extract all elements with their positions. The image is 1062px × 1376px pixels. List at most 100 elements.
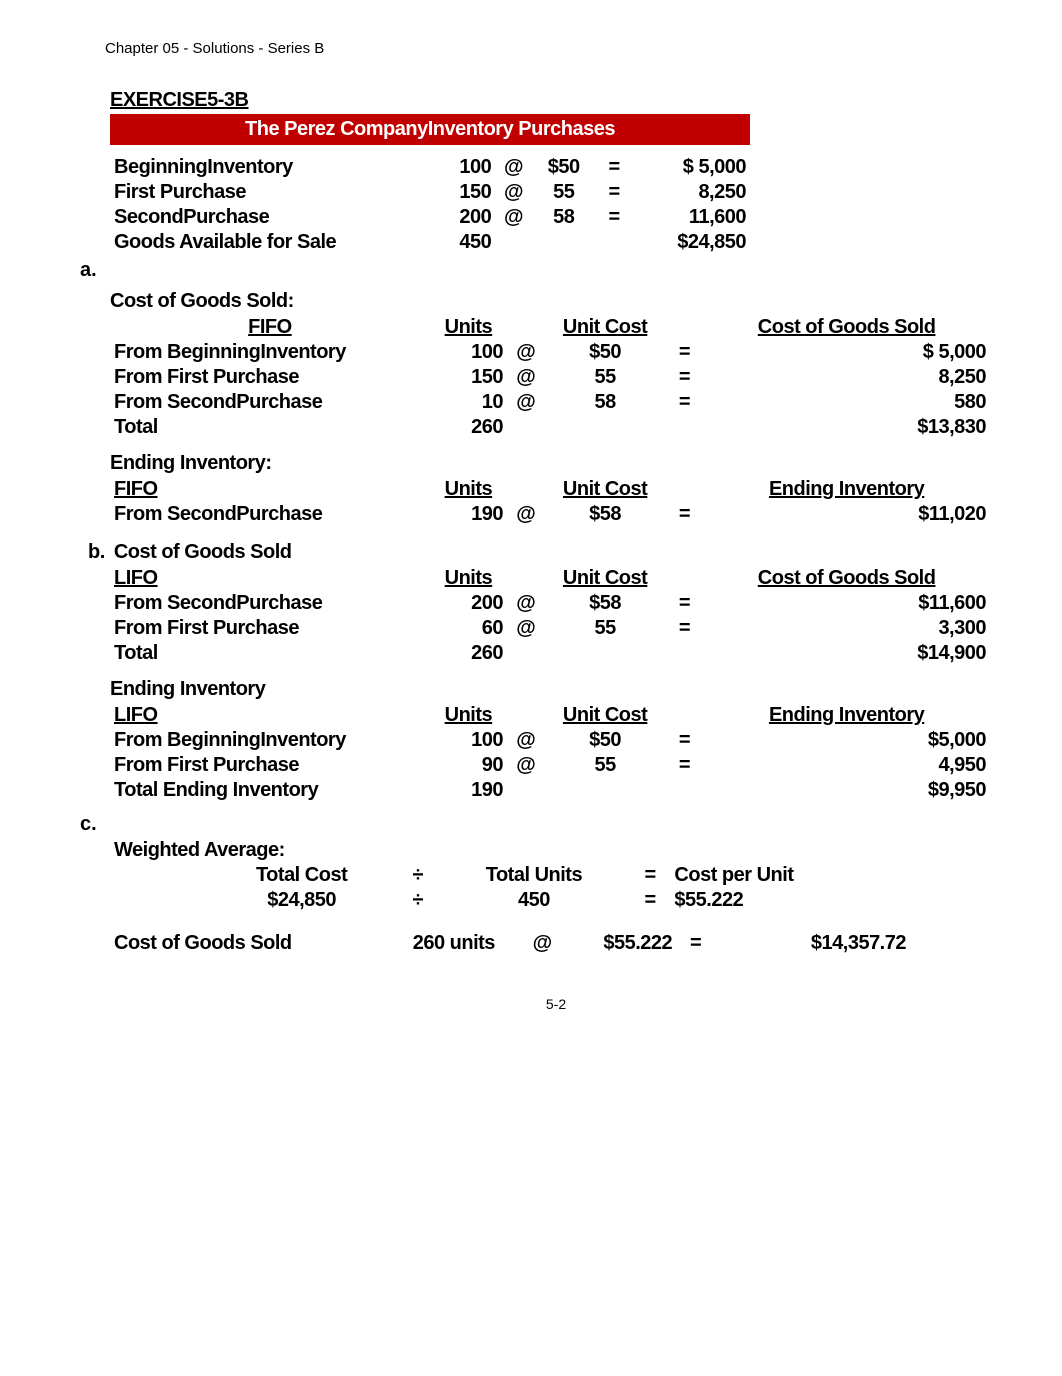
eq-symbol: = xyxy=(666,728,703,753)
at-symbol xyxy=(507,778,544,803)
col-unit-cost: Unit Cost xyxy=(544,315,665,340)
table-row: Total260$13,830 xyxy=(110,415,990,440)
row-label: First Purchase xyxy=(110,180,420,205)
table-row: Total260$14,900 xyxy=(110,641,990,666)
at-symbol: @ xyxy=(507,390,544,415)
col-unit-cost: Unit Cost xyxy=(544,566,665,591)
lifo-end-header: LIFO Units Unit Cost Ending Inventory xyxy=(110,703,990,728)
row-ext: $11,600 xyxy=(703,591,990,616)
row-unit-cost: 58 xyxy=(532,205,596,230)
row-unit-cost: $50 xyxy=(544,728,665,753)
row-label: From First Purchase xyxy=(110,616,430,641)
row-unit-cost: $58 xyxy=(544,591,665,616)
wavg-title: Weighted Average: xyxy=(110,838,910,863)
final-label: Cost of Goods Sold xyxy=(110,931,385,956)
row-units: 190 xyxy=(430,778,507,803)
lifo-cogs-table: LIFO Units Unit Cost Cost of Goods Sold … xyxy=(110,566,990,666)
row-unit-cost: 55 xyxy=(544,365,665,390)
eq-symbol xyxy=(596,230,632,255)
fifo-end-table: FIFO Units Unit Cost Ending Inventory Fr… xyxy=(110,477,990,527)
col-method: LIFO xyxy=(110,703,430,728)
row-unit-cost: 55 xyxy=(532,180,596,205)
fifo-cogs-header: FIFO Units Unit Cost Cost of Goods Sold xyxy=(110,315,990,340)
eq-symbol: = xyxy=(666,390,703,415)
row-unit-cost xyxy=(544,641,665,666)
row-units: 260 xyxy=(430,641,507,666)
table-row: From First Purchase90@55=4,950 xyxy=(110,753,990,778)
row-units: 100 xyxy=(430,728,507,753)
row-units: 260 xyxy=(430,415,507,440)
col-units: Units xyxy=(430,566,507,591)
row-ext: $11,020 xyxy=(703,502,990,527)
lifo-end-table: LIFO Units Unit Cost Ending Inventory Fr… xyxy=(110,703,990,803)
row-unit-cost xyxy=(544,415,665,440)
row-label: From SecondPurchase xyxy=(110,390,430,415)
wavg-mid: Total Units xyxy=(438,863,630,888)
final-at: @ xyxy=(523,931,562,956)
at-symbol: @ xyxy=(507,340,544,365)
at-symbol: @ xyxy=(507,753,544,778)
table-row: SecondPurchase200@58=11,600 xyxy=(110,205,750,230)
row-units: 10 xyxy=(430,390,507,415)
row-units: 100 xyxy=(420,155,495,180)
purchases-banner: The Perez CompanyInventory Purchases xyxy=(110,114,750,145)
col-method: LIFO xyxy=(110,566,430,591)
table-row: Goods Available for Sale450$24,850 xyxy=(110,230,750,255)
lifo-cogs-header: LIFO Units Unit Cost Cost of Goods Sold xyxy=(110,566,990,591)
table-row: BeginningInventory100@$50=$ 5,000 xyxy=(110,155,750,180)
final-cost: $55.222 xyxy=(562,931,677,956)
table-row: Total Ending Inventory190 $9,950 xyxy=(110,778,990,803)
section-b-label: Cost of Goods Sold xyxy=(110,541,1002,564)
row-unit-cost xyxy=(544,778,665,803)
eq-symbol: = xyxy=(666,616,703,641)
col-unit-cost: Unit Cost xyxy=(544,703,665,728)
eq-symbol: = xyxy=(630,888,671,913)
ending-inventory-label: Ending Inventory: xyxy=(110,452,1002,475)
at-symbol: @ xyxy=(507,728,544,753)
row-unit-cost: $58 xyxy=(544,502,665,527)
row-label: From First Purchase xyxy=(110,753,430,778)
wavg-mid: 450 xyxy=(438,888,630,913)
col-units: Units xyxy=(430,477,507,502)
wavg-right: Cost per Unit xyxy=(670,863,910,888)
table-row: From BeginningInventory100@$50=$5,000 xyxy=(110,728,990,753)
row-units: 200 xyxy=(430,591,507,616)
col-ext: Ending Inventory xyxy=(703,703,990,728)
purchases-table: BeginningInventory100@$50=$ 5,000First P… xyxy=(110,155,750,255)
eq-symbol: = xyxy=(666,365,703,390)
row-label: From BeginningInventory xyxy=(110,340,430,365)
row-ext: $14,900 xyxy=(703,641,990,666)
row-label: From SecondPurchase xyxy=(110,502,430,527)
row-label: Total xyxy=(110,415,430,440)
at-symbol: @ xyxy=(495,155,531,180)
col-ext: Cost of Goods Sold xyxy=(703,566,990,591)
row-ext: $5,000 xyxy=(703,728,990,753)
wavg-title-row: Weighted Average: xyxy=(110,838,910,863)
final-ext: $14,357.72 xyxy=(715,931,910,956)
row-ext: 11,600 xyxy=(632,205,750,230)
col-units: Units xyxy=(430,315,507,340)
row-units: 60 xyxy=(430,616,507,641)
table-row: First Purchase150@55=8,250 xyxy=(110,180,750,205)
at-symbol: @ xyxy=(495,180,531,205)
table-row: Total Cost÷Total Units=Cost per Unit xyxy=(110,863,910,888)
row-ext: $24,850 xyxy=(632,230,750,255)
row-label: From BeginningInventory xyxy=(110,728,430,753)
eq-symbol: = xyxy=(630,863,671,888)
row-ext: 580 xyxy=(703,390,990,415)
exercise-label: EXERCISE5-3B xyxy=(110,89,1002,112)
divide-symbol: ÷ xyxy=(397,863,438,888)
col-units: Units xyxy=(430,703,507,728)
row-units: 150 xyxy=(420,180,495,205)
eq-symbol: = xyxy=(596,155,632,180)
at-symbol: @ xyxy=(507,591,544,616)
row-label: From SecondPurchase xyxy=(110,591,430,616)
col-unit-cost: Unit Cost xyxy=(544,477,665,502)
row-ext: $9,950 xyxy=(703,778,990,803)
eq-symbol xyxy=(666,415,703,440)
eq-symbol: = xyxy=(666,502,703,527)
table-row: From First Purchase150@55=8,250 xyxy=(110,365,990,390)
row-label: Total Ending Inventory xyxy=(110,778,430,803)
at-symbol: @ xyxy=(507,365,544,390)
fifo-cogs-table: FIFO Units Unit Cost Cost of Goods Sold … xyxy=(110,315,990,440)
